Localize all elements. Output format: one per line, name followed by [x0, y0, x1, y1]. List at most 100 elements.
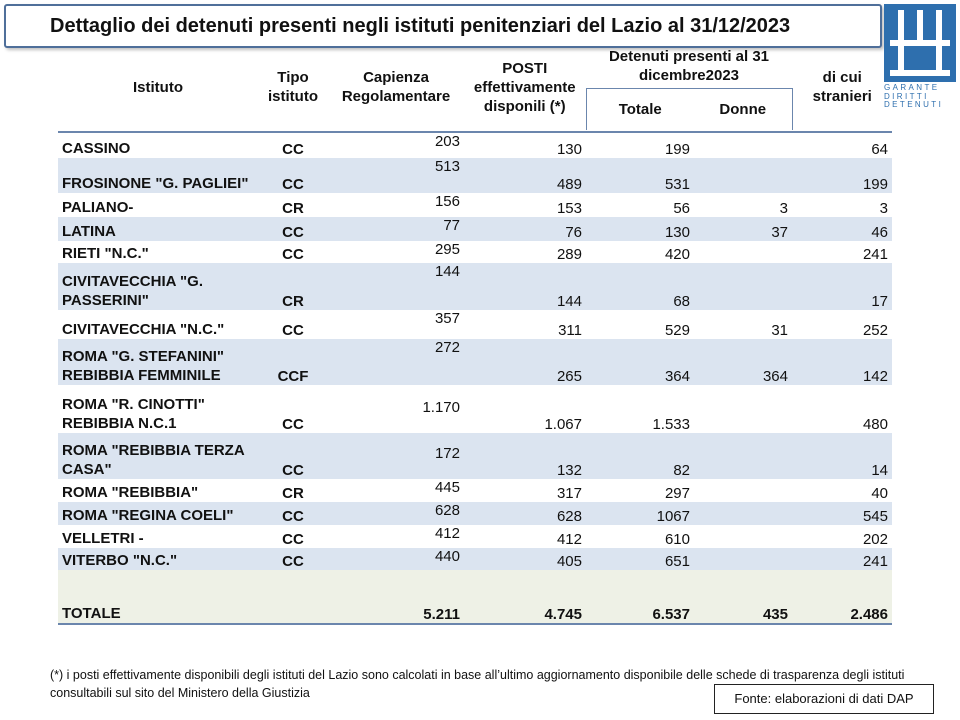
cell-istituto: FROSINONE "G. PAGLIEI" — [58, 158, 258, 193]
cell-stranieri: 480 — [862, 416, 888, 433]
cell-istituto: PALIANO- — [62, 199, 134, 216]
cell-istituto: ROMA "G. STEFANINI" REBIBBIA FEMMINILE — [58, 339, 258, 385]
cell-capienza: 144 — [328, 263, 464, 310]
cell-capienza: 513 — [328, 158, 464, 193]
cell-donne — [694, 433, 792, 479]
cell-istituto: ROMA "REBIBBIA" — [62, 484, 199, 501]
cell-donne: 364 — [694, 339, 792, 385]
cell-stranieri: 2.486 — [792, 570, 892, 625]
cell-stranieri: 545 — [792, 502, 892, 525]
cell-posti: 489 — [464, 158, 586, 193]
cell-donne: 3 — [779, 200, 788, 217]
header-stranieri: di cui stranieri — [812, 69, 872, 105]
cell-donne — [694, 502, 792, 525]
cell-totale: 68 — [586, 263, 694, 310]
table-row: LATINA CC 77 76 130 37 46 — [58, 217, 892, 241]
cell-donne — [694, 525, 792, 548]
cell-totale: 651 — [586, 548, 694, 570]
cell-posti: 4.745 — [464, 570, 586, 625]
cell-posti: 289 — [556, 246, 582, 263]
cell-istituto: ROMA "R. CINOTTI" REBIBBIA N.C.1 — [62, 396, 205, 432]
cell-totale: 82 — [586, 433, 694, 479]
table-row: CIVITAVECCHIA "N.C." CC 357 311 529 31 2… — [58, 310, 892, 339]
cell-stranieri: 46 — [792, 217, 892, 241]
total-row: TOTALE 5.211 4.745 6.537 435 2.486 — [58, 570, 892, 625]
cell-totale: 420 — [664, 246, 690, 263]
cell-totale: 529 — [664, 322, 690, 339]
cell-posti: 405 — [464, 548, 586, 570]
cell-donne: 31 — [771, 322, 788, 339]
cell-totale: 199 — [664, 141, 690, 158]
table-header: Istituto Tipo istituto Capienza Regolame… — [58, 44, 892, 133]
cell-totale: 1067 — [586, 502, 694, 525]
cell-totale: 531 — [586, 158, 694, 193]
cell-capienza: 412 — [434, 525, 460, 542]
cell-stranieri: 241 — [792, 548, 892, 570]
cell-tipo: CC — [282, 322, 304, 339]
table-row: VELLETRI - CC 412 412 610 202 — [58, 525, 892, 548]
cell-tipo: CC — [282, 246, 304, 263]
cell-stranieri: 252 — [862, 322, 888, 339]
cell-capienza: 357 — [434, 310, 460, 327]
cell-capienza: 440 — [328, 548, 464, 570]
header-presenti: Detenuti presenti al 31 dicembre2023 — [608, 47, 770, 84]
cell-donne: 435 — [694, 570, 792, 625]
cell-istituto: VELLETRI - — [62, 530, 144, 547]
cell-stranieri: 14 — [792, 433, 892, 479]
cell-totale: 1.533 — [652, 416, 690, 433]
cell-stranieri: 3 — [879, 200, 888, 217]
cell-capienza: 156 — [434, 193, 460, 210]
cell-istituto: CIVITAVECCHIA "N.C." — [62, 321, 225, 338]
cell-stranieri: 17 — [792, 263, 892, 310]
cell-capienza: 5.211 — [328, 570, 464, 625]
cell-tipo: CC — [282, 416, 304, 433]
cell-tipo: CC — [258, 158, 328, 193]
table-row: VITERBO "N.C." CC 440 405 651 241 — [58, 548, 892, 570]
cell-posti: 130 — [556, 141, 582, 158]
header-tipo: Tipo istituto — [268, 69, 318, 105]
cell-posti: 144 — [464, 263, 586, 310]
cell-stranieri: 199 — [792, 158, 892, 193]
cell-posti: 311 — [558, 322, 582, 339]
cell-capienza: 1.170 — [422, 399, 460, 416]
footnote: (*) i posti effettivamente disponibili d… — [50, 668, 905, 700]
detenuti-table: Istituto Tipo istituto Capienza Regolame… — [58, 44, 892, 625]
cell-posti: 76 — [464, 217, 586, 241]
cell-posti: 1.067 — [544, 416, 582, 433]
cell-totale: 297 — [664, 485, 690, 502]
cell-istituto: ROMA "REGINA COELI" — [58, 502, 258, 525]
cell-posti: 412 — [556, 531, 582, 548]
cell-donne — [694, 385, 792, 433]
cell-stranieri: 40 — [871, 485, 888, 502]
cell-tipo: CR — [258, 263, 328, 310]
cell-capienza: 628 — [328, 502, 464, 525]
table-row: CASSINO CC 203 130 199 64 — [58, 132, 892, 158]
cell-donne — [694, 548, 792, 570]
cell-totale: 610 — [664, 531, 690, 548]
cell-posti: 132 — [464, 433, 586, 479]
cell-tipo: CC — [282, 141, 304, 158]
table-body: CASSINO CC 203 130 199 64 FROSINONE "G. … — [58, 132, 892, 625]
table-row: ROMA "G. STEFANINI" REBIBBIA FEMMINILE C… — [58, 339, 892, 385]
cell-istituto: CASSINO — [62, 140, 131, 157]
cell-stranieri: 64 — [871, 141, 888, 158]
cell-istituto: CIVITAVECCHIA "G. PASSERINI" — [58, 263, 258, 310]
cell-totale: 6.537 — [586, 570, 694, 625]
cell-donne — [694, 263, 792, 310]
header-totale: Totale — [585, 87, 694, 130]
cell-posti: 628 — [464, 502, 586, 525]
cell-tipo: CCF — [258, 339, 328, 385]
cell-donne — [694, 241, 792, 263]
source-note: Fonte: elaborazioni di dati DAP — [714, 684, 934, 714]
cell-donne — [694, 479, 792, 502]
cell-stranieri: 142 — [792, 339, 892, 385]
cell-capienza: 295 — [434, 241, 460, 258]
cell-donne — [694, 158, 792, 193]
table-row: RIETI "N.C." CC 295 289 420 241 — [58, 241, 892, 263]
cell-donne: 37 — [694, 217, 792, 241]
cell-stranieri: 241 — [862, 246, 888, 263]
page-title: Dettaglio dei detenuti presenti negli is… — [50, 15, 791, 37]
title-banner: Dettaglio dei detenuti presenti negli is… — [4, 4, 882, 48]
cell-tipo: CR — [282, 200, 304, 217]
cell-posti: 265 — [464, 339, 586, 385]
